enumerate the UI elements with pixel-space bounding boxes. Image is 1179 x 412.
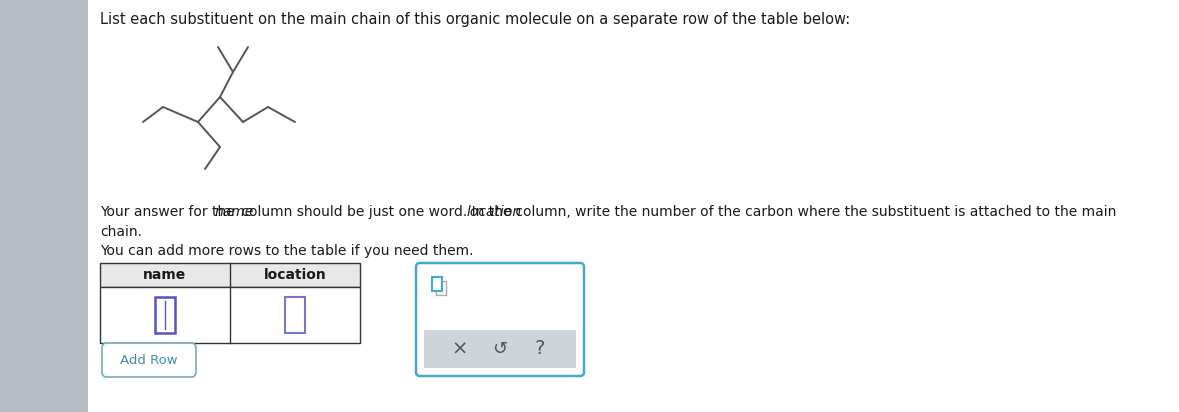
- Bar: [285, 297, 305, 333]
- Text: location: location: [467, 205, 522, 219]
- Text: ×: ×: [452, 339, 468, 358]
- FancyBboxPatch shape: [416, 263, 584, 376]
- Bar: [424, 330, 577, 368]
- Text: Your answer for the: Your answer for the: [100, 205, 239, 219]
- Text: Add Row: Add Row: [120, 353, 178, 367]
- Text: column, write the number of the carbon where the substituent is attached to the : column, write the number of the carbon w…: [511, 205, 1117, 219]
- Text: List each substituent on the main chain of this organic molecule on a separate r: List each substituent on the main chain …: [100, 12, 850, 27]
- Bar: [154, 297, 174, 333]
- Text: name: name: [215, 205, 255, 219]
- Bar: [432, 277, 442, 291]
- Text: column should be just one word. In the: column should be just one word. In the: [237, 205, 516, 219]
- Bar: [100, 287, 360, 343]
- Bar: [0, 0, 88, 412]
- Text: chain.: chain.: [100, 225, 141, 239]
- Text: ?: ?: [535, 339, 545, 358]
- Text: name: name: [144, 268, 186, 282]
- Text: You can add more rows to the table if you need them.: You can add more rows to the table if yo…: [100, 244, 474, 258]
- Bar: [100, 263, 360, 287]
- Bar: [436, 281, 446, 295]
- Text: ↺: ↺: [493, 340, 508, 358]
- FancyBboxPatch shape: [103, 343, 196, 377]
- Text: location: location: [264, 268, 327, 282]
